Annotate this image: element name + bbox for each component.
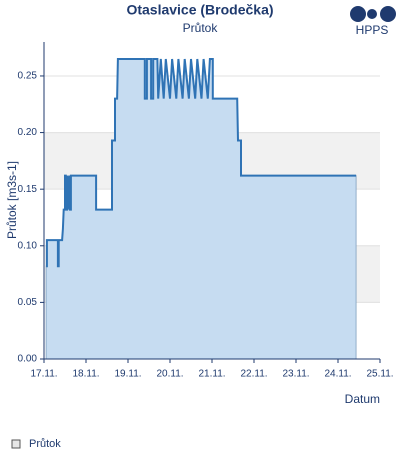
x-tick-label: 19.11. [114, 369, 141, 380]
x-tick-label: 20.11. [156, 369, 183, 380]
y-tick-label: 0.25 [18, 71, 38, 82]
x-tick-label: 23.11. [282, 369, 309, 380]
y-tick-label: 0.15 [18, 184, 38, 195]
logo-circle [367, 9, 377, 19]
y-tick-label: 0.00 [18, 354, 38, 365]
x-tick-label: 18.11. [72, 369, 99, 380]
y-axis-label: Průtok [m3s-1] [5, 161, 19, 239]
area [45, 58, 357, 360]
legend-label: Průtok [29, 438, 61, 450]
chart-title: Otaslavice (Brodečka) [126, 2, 273, 18]
y-tick-label: 0.20 [18, 127, 38, 138]
legend-swatch [11, 439, 21, 449]
logo-text: HPPS [356, 23, 389, 37]
y-tick-label: 0.10 [18, 240, 38, 251]
x-tick-label: 24.11. [324, 369, 351, 380]
x-tick-label: 21.11. [198, 369, 225, 380]
chart-subtitle: Průtok [183, 21, 219, 35]
line [45, 58, 357, 268]
x-tick-label: 25.11. [366, 369, 393, 380]
x-axis-label: Datum [345, 392, 380, 406]
logo-circle [350, 6, 366, 22]
x-tick-label: 22.11. [240, 369, 267, 380]
y-tick-label: 0.05 [18, 297, 38, 308]
logo: HPPS [350, 6, 396, 37]
x-tick-label: 17.11. [30, 369, 57, 380]
logo-circle [380, 6, 396, 22]
